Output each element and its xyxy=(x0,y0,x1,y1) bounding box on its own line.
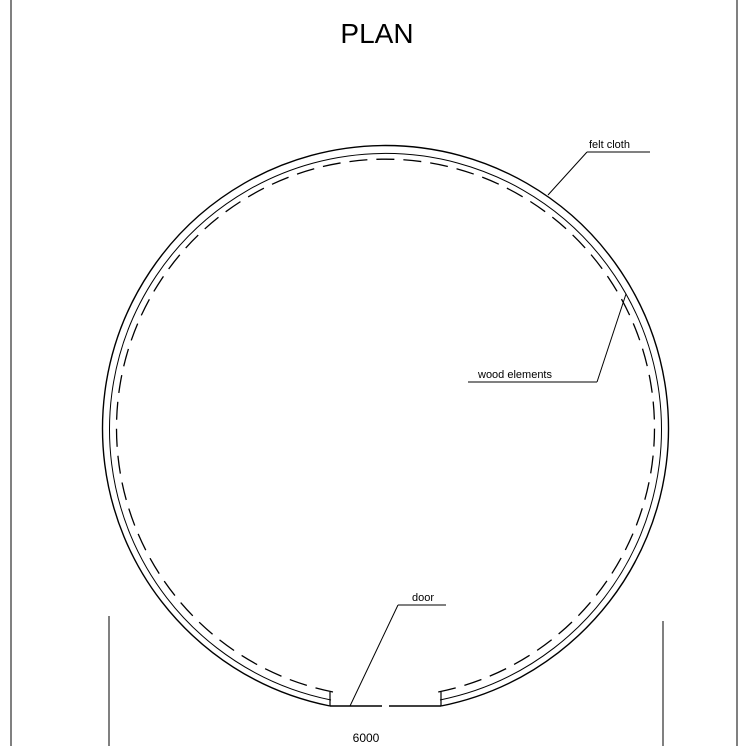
door-label: door xyxy=(412,592,434,604)
drawing-title: PLAN xyxy=(340,18,413,49)
felt-cloth-label: felt cloth xyxy=(589,139,630,151)
felt-cloth-inner-ring xyxy=(109,152,662,701)
door-leader xyxy=(349,604,399,707)
felt-cloth-outer-ring xyxy=(101,144,670,707)
wood-elements-label: wood elements xyxy=(477,369,552,381)
felt-cloth-leader xyxy=(547,151,588,196)
wood-elements-ring xyxy=(115,158,656,693)
wood-elements-leader xyxy=(596,293,627,383)
overall-diameter-dimension: 6000 xyxy=(353,731,380,745)
